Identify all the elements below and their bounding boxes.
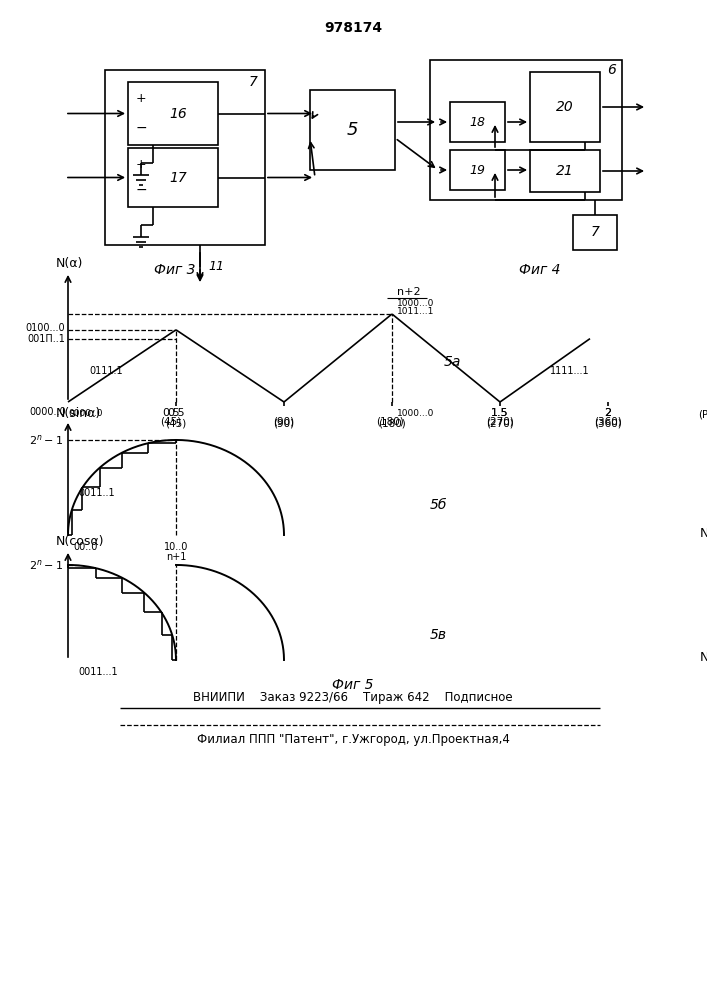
Bar <box>310 90 395 170</box>
Text: 20: 20 <box>556 100 574 114</box>
Text: (180): (180) <box>378 418 406 428</box>
Text: 0011...1: 0011...1 <box>78 667 118 677</box>
Text: (РВ,грод): (РВ,грод) <box>698 410 707 420</box>
Text: $2^n−1$: $2^n−1$ <box>29 433 63 447</box>
Text: 001П..1: 001П..1 <box>27 334 65 344</box>
Text: 16: 16 <box>169 106 187 120</box>
Text: (270): (270) <box>486 418 514 428</box>
Text: N(α): N(α) <box>699 526 707 540</box>
Text: +: + <box>136 92 146 105</box>
Bar <box>105 70 265 245</box>
Bar <box>573 215 617 250</box>
Bar <box>530 150 600 192</box>
Text: 1000...0: 1000...0 <box>397 408 434 418</box>
Text: +: + <box>136 158 146 171</box>
Text: 6: 6 <box>607 63 617 77</box>
Text: ВНИИПИ    Заказ 9223/66    Тираж 642    Подписное: ВНИИПИ Заказ 9223/66 Тираж 642 Подписное <box>193 690 513 704</box>
Text: 5б: 5б <box>429 498 447 512</box>
Text: (360): (360) <box>594 417 622 427</box>
Text: 5в: 5в <box>429 628 447 642</box>
Text: 0000..0: 0000..0 <box>30 407 66 417</box>
Text: (360): (360) <box>594 418 622 428</box>
Text: 0100...0: 0100...0 <box>25 323 65 333</box>
Text: 0.5: 0.5 <box>167 408 185 418</box>
Text: 7: 7 <box>249 75 257 89</box>
Bar <box>128 148 218 207</box>
Text: 978174: 978174 <box>324 21 382 35</box>
Text: 1000...0: 1000...0 <box>397 300 434 308</box>
Text: Фиг 4: Фиг 4 <box>519 263 561 277</box>
Text: 19: 19 <box>469 163 486 176</box>
Bar <box>530 72 600 142</box>
Text: 10..0: 10..0 <box>164 542 188 552</box>
Text: 0.5: 0.5 <box>162 408 180 418</box>
Text: 0111.1: 0111.1 <box>89 366 122 376</box>
Text: −: − <box>136 183 148 197</box>
Text: 18: 18 <box>469 115 486 128</box>
Text: 1111...1: 1111...1 <box>550 366 590 376</box>
Bar <box>430 60 622 200</box>
Text: (270): (270) <box>486 417 514 427</box>
Text: 7: 7 <box>590 226 600 239</box>
Text: n+1: n+1 <box>166 552 186 562</box>
Text: 17: 17 <box>169 170 187 184</box>
Text: (90): (90) <box>274 417 295 427</box>
Text: Фиг 3: Фиг 3 <box>154 263 196 277</box>
Bar <box>128 82 218 145</box>
Text: (45): (45) <box>165 418 187 428</box>
Text: (180): (180) <box>376 417 404 427</box>
Text: 2: 2 <box>604 408 612 418</box>
Text: N(cosα): N(cosα) <box>56 536 105 548</box>
Text: $2^n−1$: $2^n−1$ <box>29 558 63 572</box>
Text: 11: 11 <box>208 260 224 273</box>
Text: 0000..0: 0000..0 <box>68 408 103 418</box>
Text: 0011..1: 0011..1 <box>78 488 115 498</box>
Text: N(α): N(α) <box>699 652 707 664</box>
Text: Фиг 5: Фиг 5 <box>332 678 374 692</box>
Text: N(sinα): N(sinα) <box>56 406 101 420</box>
Bar <box>450 102 505 142</box>
Text: 00..0: 00..0 <box>73 542 98 552</box>
Text: (90): (90) <box>274 418 295 428</box>
Text: (45): (45) <box>160 417 182 427</box>
Text: Филиал ППП "Патент", г.Ужгород, ул.Проектная,4: Филиал ППП "Патент", г.Ужгород, ул.Проек… <box>197 734 510 746</box>
Text: 5: 5 <box>346 121 358 139</box>
Text: 1.5: 1.5 <box>491 408 509 418</box>
Text: n+2: n+2 <box>397 287 421 297</box>
Text: 2: 2 <box>604 408 612 418</box>
Text: 5а: 5а <box>443 355 461 369</box>
Text: 1011...1: 1011...1 <box>397 308 434 316</box>
Text: 21: 21 <box>556 164 574 178</box>
Text: −: − <box>136 121 148 135</box>
Bar <box>450 150 505 190</box>
Text: 1.5: 1.5 <box>491 408 509 418</box>
Text: N(α): N(α) <box>56 257 83 270</box>
